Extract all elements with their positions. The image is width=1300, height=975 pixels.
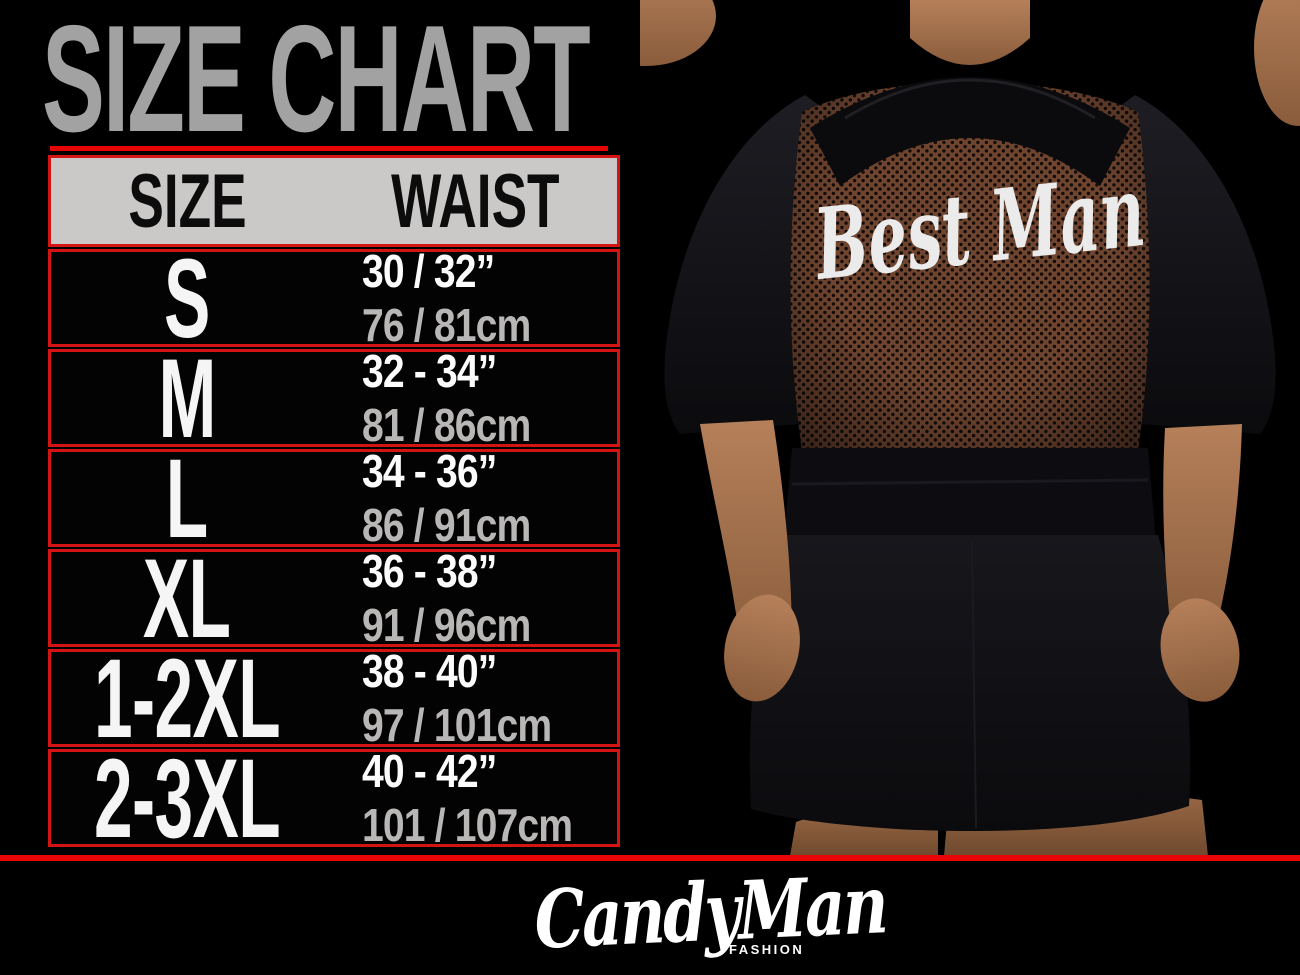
waist-centimeters: 76 / 81cm xyxy=(362,299,531,351)
waist-cell: 30 / 32” 76 / 81cm xyxy=(323,245,617,351)
page-title-text: SIZE CHART xyxy=(42,0,591,164)
size-value: S xyxy=(164,235,210,361)
size-value: 1-2XL xyxy=(94,635,281,761)
header-size-cell: SIZE xyxy=(51,158,323,244)
size-cell: XL xyxy=(51,536,323,661)
size-cell: S xyxy=(51,236,323,361)
table-row: 2-3XL 40 - 42” 101 / 107cm xyxy=(48,736,620,861)
header-size-label: SIZE xyxy=(127,158,247,244)
waist-inches: 36 - 38” xyxy=(362,545,497,597)
skirt-seam xyxy=(971,539,977,829)
waist-inches: 38 - 40” xyxy=(362,645,497,697)
header-waist-label: WAIST xyxy=(390,158,560,244)
size-table: SIZE WAIST S 30 / 32” 76 / 81cm M 32 - 3… xyxy=(48,155,620,861)
waist-inches: 30 / 32” xyxy=(362,245,495,297)
waist-cell: 40 - 42” 101 / 107cm xyxy=(323,745,617,851)
robe-belt xyxy=(784,448,1156,542)
right-upper-arm-skin xyxy=(1254,0,1300,126)
waist-cell: 34 - 36” 86 / 91cm xyxy=(323,445,617,551)
size-value: XL xyxy=(143,535,231,661)
page-title: SIZE CHART xyxy=(42,0,924,164)
right-forearm xyxy=(1163,424,1242,642)
left-upper-arm-skin xyxy=(640,0,716,66)
mesh-shading xyxy=(790,82,1150,464)
table-row: L 34 - 36” 86 / 91cm xyxy=(48,436,620,561)
red-divider-line xyxy=(0,855,1300,861)
brand-logo-text: CandyMan xyxy=(533,857,888,967)
brand-logo: CandyMan xyxy=(485,857,887,967)
table-row: 1-2XL 38 - 40” 97 / 101cm xyxy=(48,636,620,761)
title-underline xyxy=(50,146,608,151)
header-waist-cell: WAIST xyxy=(323,158,617,244)
model-photo: Best Man xyxy=(640,0,1300,856)
brand-tagline: FASHION xyxy=(729,942,805,957)
table-row: M 32 - 34” 81 / 86cm xyxy=(48,336,620,461)
size-cell: 2-3XL xyxy=(51,736,323,861)
model-neck xyxy=(910,0,1030,65)
size-value: M xyxy=(158,335,216,461)
waist-centimeters: 81 / 86cm xyxy=(362,399,531,451)
waist-centimeters: 86 / 91cm xyxy=(362,499,531,551)
table-header-row: SIZE WAIST xyxy=(48,155,620,247)
waist-cell: 32 - 34” 81 / 86cm xyxy=(323,345,617,451)
waist-inches: 40 - 42” xyxy=(362,745,497,797)
waist-centimeters: 97 / 101cm xyxy=(362,699,552,751)
waist-inches: 34 - 36” xyxy=(362,445,497,497)
table-body: S 30 / 32” 76 / 81cm M 32 - 34” 81 / 86c… xyxy=(48,236,620,861)
size-cell: 1-2XL xyxy=(51,636,323,761)
waist-inches: 32 - 34” xyxy=(362,345,497,397)
robe-skirt xyxy=(749,535,1191,831)
waist-centimeters: 91 / 96cm xyxy=(362,599,531,651)
right-hand xyxy=(1160,598,1240,702)
size-cell: M xyxy=(51,336,323,461)
robe-collar xyxy=(810,77,1130,186)
size-value: 2-3XL xyxy=(94,735,281,861)
left-hand xyxy=(724,594,800,702)
size-cell: L xyxy=(51,436,323,561)
collar-highlight xyxy=(844,78,1096,120)
waist-centimeters: 101 / 107cm xyxy=(362,799,573,851)
table-row: XL 36 - 38” 91 / 96cm xyxy=(48,536,620,661)
size-value: L xyxy=(166,435,208,561)
belt-fold xyxy=(791,478,1149,486)
waist-cell: 36 - 38” 91 / 96cm xyxy=(323,545,617,651)
waist-cell: 38 - 40” 97 / 101cm xyxy=(323,645,617,751)
table-row: S 30 / 32” 76 / 81cm xyxy=(48,236,620,361)
